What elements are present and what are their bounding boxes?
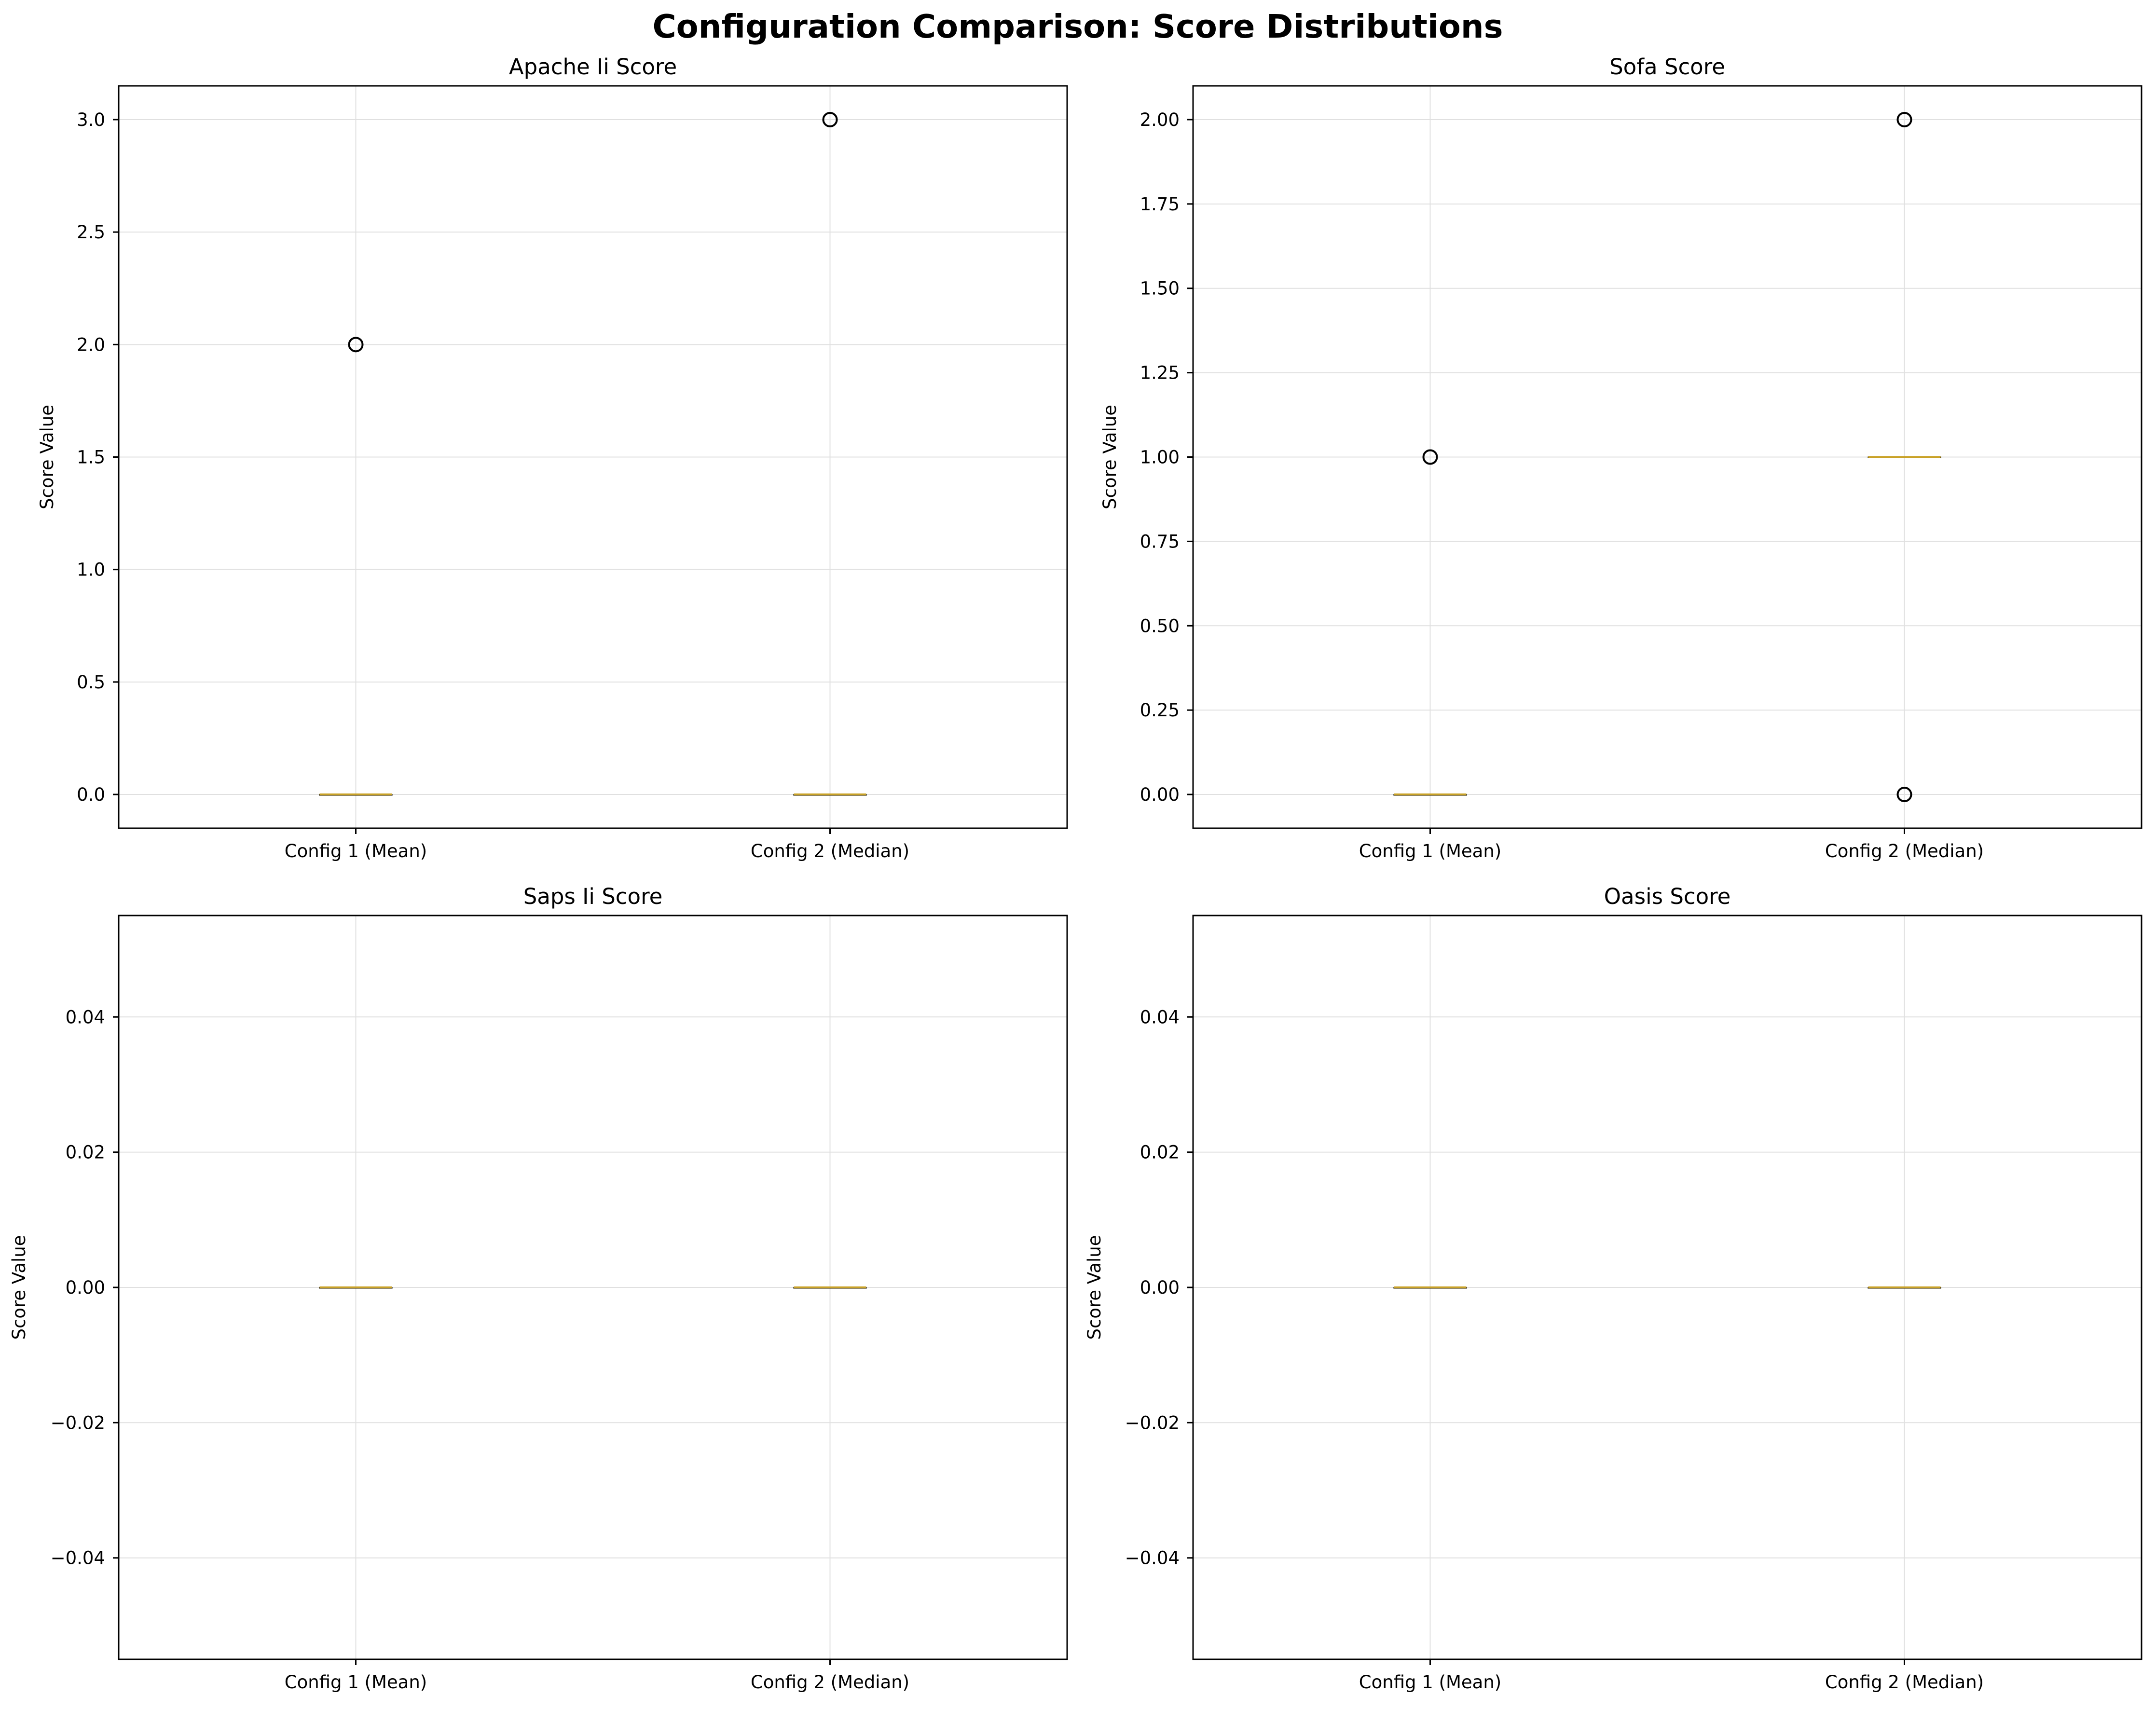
x-tick-label: Config 1 (Mean) — [285, 1672, 427, 1693]
figure-title: Configuration Comparison: Score Distribu… — [652, 8, 1503, 45]
y-tick-label: 1.5 — [77, 447, 105, 468]
y-tick-label: 1.75 — [1140, 194, 1180, 215]
chart-panel-0: 0.0 0.5 1.0 1.5 2.0 2.5 3.0 Config 1 (Mean) Conf… — [37, 54, 1068, 861]
x-tick-label: Config 1 (Mean) — [1359, 841, 1501, 861]
y-axis-label: Score Value — [1084, 1235, 1105, 1340]
y-tick-label: 2.00 — [1140, 109, 1180, 130]
y-tick-label: 2.5 — [77, 222, 105, 243]
panel-title: Oasis Score — [1604, 884, 1731, 909]
x-tick-label: Config 2 (Median) — [1825, 841, 1984, 861]
axes-frame — [1192, 85, 2142, 829]
y-tick-label: 1.50 — [1140, 278, 1180, 299]
chart-panel-2: −0.04 −0.02 0.00 0.02 0.04 Config 1 (Mean) Con… — [9, 884, 1068, 1693]
outlier-point — [822, 111, 838, 127]
outlier-point — [1896, 787, 1912, 803]
y-axis-label: Score Value — [9, 1235, 29, 1340]
y-tick-label: −0.04 — [51, 1548, 105, 1569]
panel-title: Sofa Score — [1609, 54, 1725, 80]
y-tick-label: 0.04 — [1140, 1007, 1180, 1027]
y-tick-label: 2.0 — [77, 334, 105, 355]
y-tick-label: 1.0 — [77, 560, 105, 580]
x-tick-label: Config 2 (Median) — [1825, 1672, 1984, 1693]
y-tick-label: 1.25 — [1140, 363, 1180, 383]
outlier-point — [348, 337, 364, 353]
chart-panel-3: −0.04 −0.02 0.00 0.02 0.04 Config 1 (Mean) Con… — [1084, 884, 2142, 1693]
y-tick-label: −0.02 — [1125, 1412, 1180, 1433]
y-tick-label: −0.04 — [1125, 1548, 1180, 1569]
y-tick-label: 0.04 — [66, 1007, 105, 1027]
y-tick-label: 3.0 — [77, 109, 105, 130]
panel-title: Apache Ii Score — [509, 54, 677, 80]
y-tick-label: 1.00 — [1140, 447, 1180, 468]
y-tick-label: 0.00 — [1140, 784, 1180, 805]
y-tick-label: 0.02 — [66, 1142, 105, 1163]
y-tick-label: −0.02 — [51, 1412, 105, 1433]
axes-frame — [1192, 915, 2142, 1660]
x-tick-label: Config 1 (Mean) — [285, 841, 427, 861]
y-axis-label: Score Value — [1099, 405, 1120, 509]
chart-panel-1: 0.00 0.25 0.50 0.75 1.00 1.25 1.50 1.75 2.00 Conf… — [1099, 54, 2142, 861]
y-tick-label: 0.02 — [1140, 1142, 1180, 1163]
x-tick-label: Config 2 (Median) — [751, 841, 909, 861]
y-tick-label: 0.00 — [1140, 1277, 1180, 1298]
y-tick-label: 0.75 — [1140, 531, 1180, 552]
x-tick-label: Config 1 (Mean) — [1359, 1672, 1501, 1693]
y-tick-label: 0.50 — [1140, 615, 1180, 636]
outlier-point — [1422, 449, 1438, 465]
panel-title: Saps Ii Score — [523, 884, 663, 909]
y-tick-label: 0.0 — [77, 784, 105, 805]
y-axis-label: Score Value — [37, 405, 57, 509]
axes-frame — [118, 85, 1068, 829]
outlier-point — [1896, 111, 1912, 127]
y-tick-label: 0.00 — [66, 1277, 105, 1298]
y-tick-label: 0.25 — [1140, 700, 1180, 721]
y-tick-label: 0.5 — [77, 672, 105, 693]
x-tick-label: Config 2 (Median) — [751, 1672, 909, 1693]
axes-frame — [118, 915, 1068, 1660]
